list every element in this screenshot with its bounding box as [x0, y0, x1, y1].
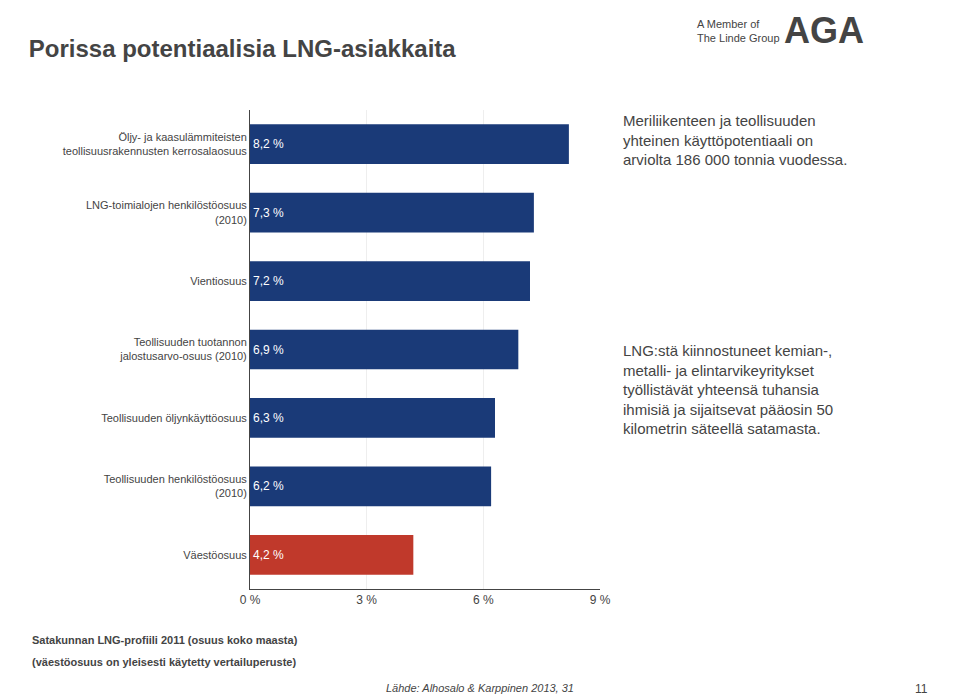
svg-text:3 %: 3 %	[356, 593, 377, 607]
svg-text:Meriliikenteen ja teollisuuden: Meriliikenteen ja teollisuudenyhteinen k…	[623, 112, 847, 168]
svg-text:0 %: 0 %	[240, 593, 261, 607]
svg-text:LNG-toimialojen henkilöstöosuu: LNG-toimialojen henkilöstöosuus(2010)	[86, 199, 247, 225]
svg-text:6,9 %: 6,9 %	[253, 343, 284, 357]
svg-text:Satakunnan LNG-profiili 2011 (: Satakunnan LNG-profiili 2011 (osuus koko…	[32, 634, 298, 646]
svg-text:Teollisuuden henkilöstöosuus(2: Teollisuuden henkilöstöosuus(2010)	[104, 473, 248, 499]
svg-text:7,2 %: 7,2 %	[253, 274, 284, 288]
svg-text:4,2 %: 4,2 %	[253, 548, 284, 562]
svg-text:6,3 %: 6,3 %	[253, 411, 284, 425]
svg-text:Lähde: Alhosalo & Karppinen 20: Lähde: Alhosalo & Karppinen 2013, 31	[386, 682, 574, 694]
svg-text:LNG:stä kiinnostuneet kemian-,: LNG:stä kiinnostuneet kemian-,metalli- j…	[623, 342, 833, 437]
svg-text:A Member ofThe Linde Group: A Member ofThe Linde Group	[697, 18, 780, 44]
svg-text:7,3 %: 7,3 %	[253, 206, 284, 220]
svg-text:Teollisuuden öljynkäyttöosuus: Teollisuuden öljynkäyttöosuus	[101, 412, 247, 424]
svg-text:Vientiosuus: Vientiosuus	[190, 275, 247, 287]
svg-text:Öljy- ja kaasulämmiteistenteol: Öljy- ja kaasulämmiteistenteollisuusrake…	[63, 131, 248, 157]
svg-text:6,2 %: 6,2 %	[253, 479, 284, 493]
svg-text:Väestöosuus: Väestöosuus	[183, 549, 247, 561]
svg-text:Porissa potentiaalisia LNG-asi: Porissa potentiaalisia LNG-asiakkaita	[29, 35, 456, 62]
svg-text:Teollisuuden tuotannonjalostus: Teollisuuden tuotannonjalostusarvo-osuus…	[119, 336, 247, 362]
svg-text:(väestöosuus on yleisesti käyt: (väestöosuus on yleisesti käytetty verta…	[32, 656, 296, 668]
svg-text:9 %: 9 %	[590, 593, 611, 607]
svg-text:AGA: AGA	[784, 10, 864, 51]
svg-text:8,2 %: 8,2 %	[253, 137, 284, 151]
svg-text:11: 11	[915, 682, 928, 696]
svg-text:6 %: 6 %	[473, 593, 494, 607]
